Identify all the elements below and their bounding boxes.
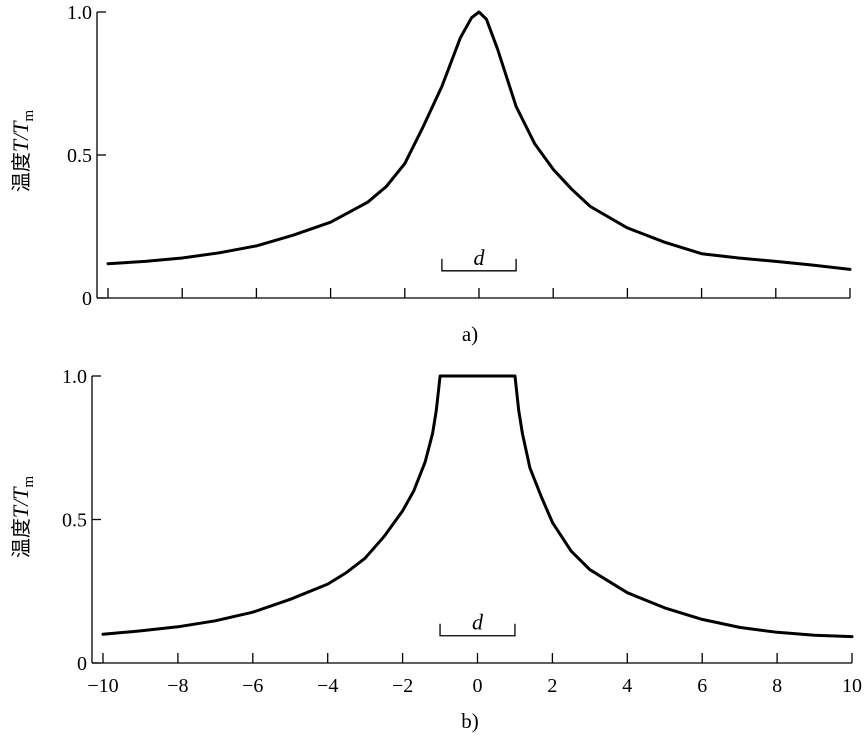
y-tick-label: 0.5 — [62, 510, 87, 532]
x-tick-label: −2 — [392, 675, 413, 697]
x-tick-label: 8 — [772, 675, 782, 697]
y-axis-label-prefix: 温度 — [9, 518, 33, 558]
x-tick-label: 0 — [473, 675, 483, 697]
panel-b: b) 温度T/Tm 00.51.0−10 −8 −6 −4 −2 0 2 4 6 8 10d — [8, 366, 862, 733]
x-tick-label: 2 — [547, 675, 557, 697]
svg-text:温度T/Tm: 温度T/Tm — [8, 476, 37, 559]
width-marker-label: d — [474, 245, 486, 270]
y-tick-label: 0.5 — [67, 145, 92, 167]
y-axis-label-var: T — [8, 138, 33, 152]
x-tick-label: 10 — [842, 675, 862, 697]
svg-text:温度T/Tm: 温度T/Tm — [8, 110, 37, 193]
y-tick-label: 0 — [77, 653, 87, 675]
x-tick-label: 4 — [622, 675, 632, 697]
y-axis-label-panel-b: 温度T/Tm — [8, 476, 37, 559]
y-axis-label-var: T — [8, 504, 33, 518]
width-marker-bracket — [441, 258, 517, 272]
x-tick-label: −10 — [87, 675, 118, 697]
panel-a: a) 温度T/Tm 00.51.0d — [8, 2, 852, 346]
y-axis-label-var: T — [8, 486, 33, 500]
y-axis-label-subscript: m — [21, 476, 37, 488]
x-tick-label: 6 — [697, 675, 707, 697]
x-tick-label: −6 — [242, 675, 263, 697]
y-axis-label-subscript: m — [21, 110, 37, 122]
panel-a-label: a) — [462, 322, 478, 346]
x-tick-label: −8 — [167, 675, 188, 697]
panel-b-label: b) — [461, 709, 479, 733]
temperature-curve — [106, 10, 852, 271]
y-tick-label: 0 — [82, 288, 92, 310]
y-axis-label-prefix: 温度 — [9, 152, 33, 192]
x-tick-label: −4 — [317, 675, 338, 697]
width-marker-label: d — [472, 610, 484, 635]
y-axis-label-var: T — [8, 120, 33, 134]
y-tick-label: 1.0 — [62, 366, 87, 388]
temperature-curve — [101, 374, 854, 639]
y-tick-label: 1.0 — [67, 2, 92, 24]
width-marker-bracket — [439, 623, 516, 637]
y-axis-label-slash: / — [8, 132, 33, 142]
y-axis-label-panel-a: 温度T/Tm — [8, 110, 37, 193]
y-axis-label-slash: / — [8, 498, 33, 508]
